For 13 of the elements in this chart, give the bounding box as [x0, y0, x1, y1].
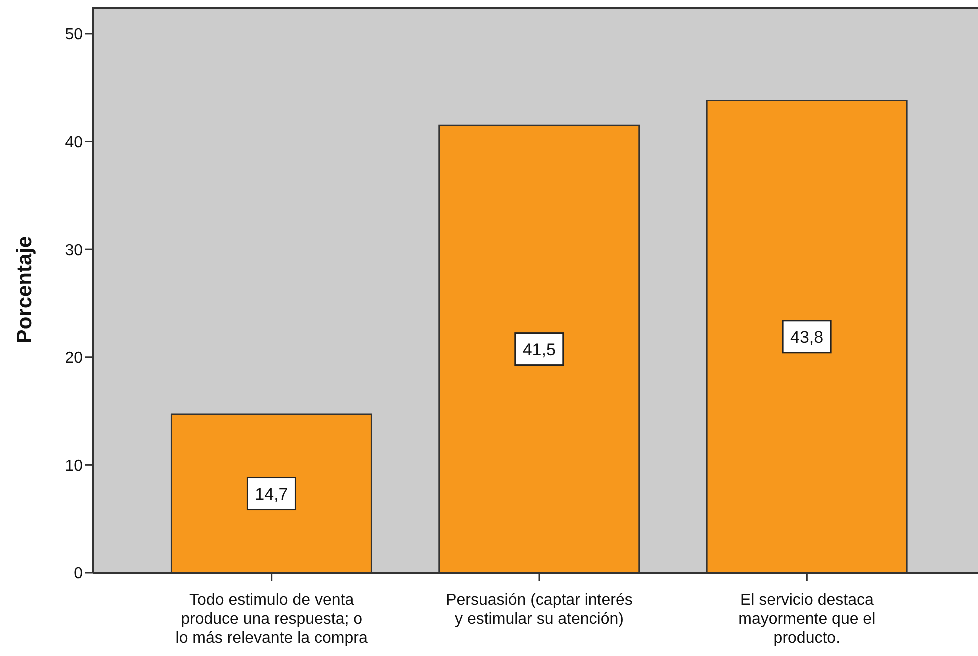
x-tick-label: El servicio destaca mayormente que el producto.	[738, 592, 876, 647]
y-tick-label: 10	[65, 458, 84, 475]
y-axis-title: Porcentaje	[14, 236, 36, 344]
y-tick-label: 40	[65, 134, 84, 152]
data-label: 41,5	[522, 340, 556, 360]
y-tick-label: 20	[65, 350, 84, 368]
y-tick-label: 30	[65, 242, 84, 260]
data-label: 43,8	[790, 328, 824, 347]
data-label: 14,7	[255, 484, 288, 504]
y-tick-label: 50	[65, 26, 84, 44]
x-tick-label: Persuasión (captar interés y estimular su atención)	[446, 592, 633, 628]
x-tick-label: Todo estimulo de venta produce una respuesta; o lo más relevante la compra	[176, 592, 368, 647]
y-tick-label: 0	[74, 566, 84, 583]
